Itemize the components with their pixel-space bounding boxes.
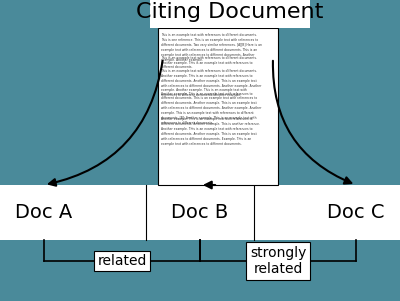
Bar <box>0 185 400 240</box>
Text: strongly
related: strongly related <box>250 246 306 276</box>
Text: Doc A: Doc A <box>15 203 73 222</box>
Text: related: related <box>97 254 147 268</box>
Bar <box>158 28 278 185</box>
Text: This is an example text with references to different documents.
This is one refe: This is an example text with references … <box>161 33 262 61</box>
Text: Citing Document: Citing Document <box>136 2 324 22</box>
FancyArrowPatch shape <box>273 61 351 184</box>
Text: Doc C: Doc C <box>327 203 385 222</box>
Text: This is an example text with references to different documents.
Another example.: This is an example text with references … <box>161 56 257 70</box>
Text: Doc B: Doc B <box>171 203 229 222</box>
FancyArrowPatch shape <box>205 182 215 188</box>
Text: Another example. This is an example text with references to
different documents.: Another example. This is an example text… <box>161 117 260 146</box>
Text: Another example. This is an example text with references to
different documents.: Another example. This is an example text… <box>161 92 261 125</box>
FancyArrowPatch shape <box>49 61 162 186</box>
Text: This is an example text with references to different documents.
Another example.: This is an example text with references … <box>161 69 261 97</box>
Bar <box>150 0 310 28</box>
